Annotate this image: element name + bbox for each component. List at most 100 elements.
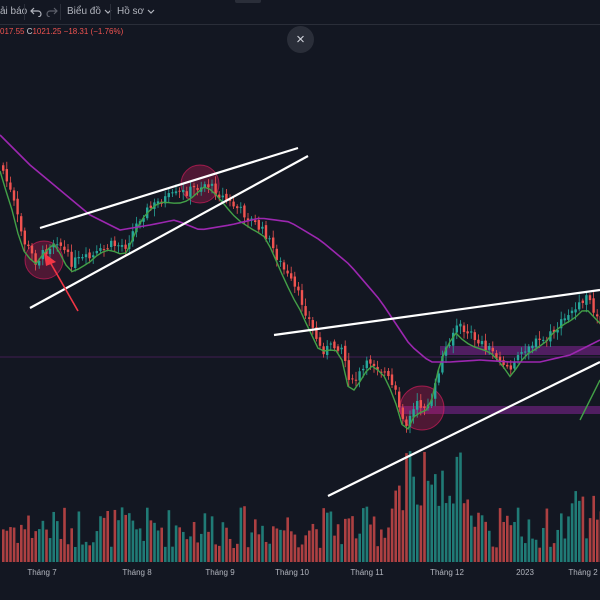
- candle-body: [59, 242, 62, 246]
- fast-moving-average: [0, 170, 600, 430]
- candle-body: [516, 355, 520, 361]
- candle-body: [405, 419, 408, 426]
- profile-dropdown[interactable]: Hồ sơ: [117, 4, 155, 20]
- redo-icon[interactable]: [46, 4, 58, 20]
- volume-bar: [264, 541, 268, 562]
- candle-body: [578, 302, 581, 310]
- candle-body: [383, 371, 386, 373]
- volume-bar: [272, 526, 275, 562]
- volume-bar: [99, 516, 102, 562]
- candle-body: [336, 346, 340, 351]
- volume-bar: [117, 520, 120, 562]
- close-button[interactable]: ×: [287, 26, 314, 53]
- volume-bar: [419, 505, 423, 562]
- candle-body: [329, 343, 332, 345]
- candle-body: [239, 206, 242, 208]
- volume-bar: [293, 534, 297, 562]
- candle-body: [560, 319, 563, 329]
- candle-body: [347, 360, 350, 380]
- volume-bar: [142, 540, 145, 562]
- candle-body: [5, 169, 8, 182]
- chart-type-dropdown[interactable]: Biểu đồ: [67, 4, 112, 20]
- volume-bar: [182, 531, 185, 562]
- volume-bar: [210, 516, 214, 562]
- candle-body: [412, 409, 415, 418]
- volume-bar: [239, 507, 243, 562]
- toolbar-divider: [110, 4, 111, 20]
- candle-body: [358, 371, 361, 381]
- arrow-head: [44, 253, 56, 266]
- volume-bar: [257, 534, 261, 562]
- candle-body: [534, 338, 538, 348]
- volume-bar: [286, 517, 289, 562]
- volume-bar: [300, 544, 304, 562]
- candle-body: [444, 347, 448, 356]
- candle-body: [441, 356, 444, 373]
- candle-body: [110, 240, 113, 248]
- candle-body: [106, 248, 109, 250]
- volume-bar: [581, 496, 585, 562]
- volume-bar: [570, 503, 574, 562]
- candle-body: [452, 332, 455, 346]
- candle-body: [117, 245, 120, 247]
- volume-bar: [214, 544, 217, 562]
- candle-body: [272, 237, 275, 249]
- volume-bar: [174, 525, 178, 562]
- candle-body: [225, 193, 228, 201]
- volume-bar: [232, 547, 235, 562]
- volume-bar: [128, 513, 131, 562]
- candle-body: [473, 332, 476, 341]
- volume-bar: [484, 521, 487, 562]
- volume-bar: [542, 527, 545, 562]
- alert-button[interactable]: ải báo: [0, 4, 27, 20]
- candle-body: [506, 364, 509, 367]
- volume-bar: [480, 515, 484, 562]
- fast-moving-average-tail: [579, 379, 600, 421]
- candle-body: [318, 337, 322, 346]
- trendline: [327, 361, 600, 497]
- candle-body: [275, 248, 278, 261]
- candle-body: [102, 249, 106, 251]
- top-center-tab[interactable]: [235, 0, 261, 3]
- candle-body: [538, 338, 541, 340]
- volume-bar: [455, 456, 459, 562]
- volume-bar: [203, 513, 207, 562]
- x-axis-tick-label: Tháng 8: [122, 568, 152, 577]
- candle-body: [498, 356, 502, 362]
- volume-bar: [124, 514, 127, 562]
- volume-bar: [27, 515, 30, 562]
- volume-bar: [531, 538, 534, 562]
- candle-body: [369, 359, 372, 364]
- candle-body: [480, 341, 484, 345]
- candle-body: [290, 273, 293, 279]
- candle-body: [282, 262, 286, 270]
- candle-body: [297, 286, 300, 291]
- candle-body: [365, 360, 368, 369]
- candle-body: [16, 198, 19, 215]
- volume-bar: [254, 519, 257, 562]
- volume-bar: [290, 531, 293, 562]
- volume-bar: [81, 544, 84, 562]
- candle-body: [596, 314, 599, 317]
- x-axis-tick-label: Tháng 10: [275, 568, 309, 577]
- x-axis-tick-label: Tháng 11: [350, 568, 384, 577]
- candle-body: [228, 199, 232, 201]
- undo-icon[interactable]: [30, 4, 42, 20]
- volume-bar: [502, 521, 505, 562]
- candle-body: [398, 391, 401, 408]
- volume-bar: [552, 543, 556, 562]
- volume-bar: [192, 521, 196, 562]
- volume-bar: [383, 537, 387, 562]
- candle-body: [333, 341, 336, 349]
- volume-bar: [275, 528, 279, 562]
- candle-body: [563, 318, 566, 321]
- candle-body: [268, 238, 271, 240]
- volume-bar: [340, 544, 343, 562]
- candle-body: [455, 325, 458, 333]
- candle-body: [243, 205, 246, 218]
- volume-bar: [380, 529, 383, 562]
- volume-bar: [509, 525, 513, 562]
- candle-body: [286, 270, 289, 274]
- volume-bar: [304, 535, 307, 562]
